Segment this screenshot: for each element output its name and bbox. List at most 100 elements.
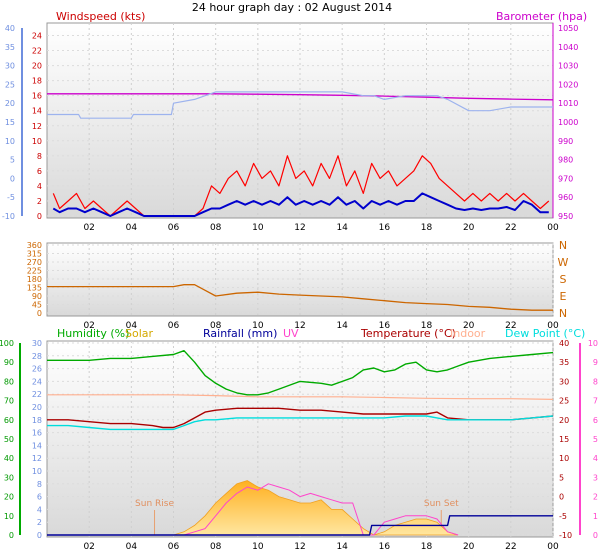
barometer-title: Barometer (hpa) [496, 10, 587, 23]
x-tick-label: 00 [547, 223, 559, 233]
compass-label: N [559, 239, 567, 252]
y-tick-label-left: 0 [37, 531, 42, 540]
y-tick-label-barometer: 1020 [558, 80, 578, 89]
y-tick-label-left: 22 [32, 390, 42, 399]
y-tick-label-humidity: 0 [9, 531, 14, 540]
y-tick-label-uv: 4 [593, 454, 598, 463]
y-tick-label-humidity: 20 [4, 493, 14, 502]
y-tick-label-left: 18 [32, 416, 42, 425]
windspeed-line [52, 155, 550, 217]
x-tick-label: 02 [83, 321, 94, 331]
x-tick-label: 04 [126, 223, 138, 233]
x-tick-label: 20 [463, 542, 475, 552]
y-tick-label-outer: 30 [5, 62, 15, 71]
y-tick-label-outer: 15 [5, 118, 15, 127]
compass-label: E [560, 290, 567, 303]
axes: 02 04 06 08 10 12 14 16 18 20 22 000246810121416182… [2, 23, 578, 233]
y-tick-label-temperature: 25 [559, 397, 569, 406]
windspeed-title: Windspeed (kts) [56, 10, 145, 23]
y-tick-label-temperature: 15 [559, 435, 569, 444]
y-tick-label-barometer: 950 [558, 212, 573, 221]
y-tick-label-direction: 90 [32, 292, 42, 301]
y-tick-label-uv: 2 [593, 493, 598, 502]
y-tick-label-left: 8 [37, 480, 42, 489]
outer-scale-line [47, 91, 553, 119]
y-tick-label-direction: 45 [32, 301, 42, 310]
x-tick-label: 02 [83, 542, 94, 552]
axes: 02 04 06 08 10 12 14 16 18 20 22 000459013518022527… [27, 239, 569, 331]
wind-direction-line [47, 284, 553, 311]
y-tick-label-humidity: 50 [4, 435, 14, 444]
x-tick-label: 12 [294, 223, 305, 233]
y-tick-label-barometer: 1040 [558, 43, 578, 52]
y-tick-label-windspeed: 8 [37, 152, 42, 161]
y-tick-label-outer: 25 [5, 80, 15, 89]
y-tick-label-outer: 40 [5, 24, 15, 33]
x-tick-label: 08 [210, 542, 222, 552]
dewpoint-line [47, 415, 554, 431]
x-tick-label: 18 [421, 321, 433, 331]
x-tick-label: 18 [421, 223, 433, 233]
legend-entry: Temperature (°C) [360, 327, 456, 340]
x-tick-label: 06 [168, 321, 180, 331]
legend-entry: Humidity (%) [57, 327, 129, 340]
x-tick-label: 10 [252, 223, 264, 233]
y-tick-label-direction: 225 [27, 267, 42, 276]
legend-entry: Dew Point (°C) [505, 327, 585, 340]
y-tick-label-humidity: 30 [4, 473, 14, 482]
legend-entry: Rainfall (mm) [203, 327, 277, 340]
y-tick-label-temperature: 40 [559, 339, 569, 348]
x-tick-label: 06 [168, 542, 180, 552]
y-tick-label-uv: 6 [593, 416, 598, 425]
y-tick-label-barometer: 990 [558, 137, 573, 146]
y-tick-label-temperature: 0 [559, 493, 564, 502]
y-tick-label-outer: 5 [10, 156, 15, 165]
y-tick-label-humidity: 80 [4, 377, 14, 386]
y-tick-label-left: 16 [32, 429, 42, 438]
barometer-line [47, 93, 554, 101]
y-tick-label-left: 24 [32, 377, 42, 386]
temperature-humidity-solar-panel: Humidity (%)Solar Rainfall (mm) UV Temperat… [0, 327, 598, 552]
x-tick-label: 20 [463, 321, 475, 331]
uv-line [152, 483, 459, 536]
y-tick-label-uv: 3 [593, 473, 598, 482]
gust-line [52, 192, 549, 217]
y-tick-label-uv: 1 [593, 512, 598, 521]
y-tick-label-windspeed: 12 [32, 122, 42, 131]
series-layer [47, 284, 553, 311]
legend-entry: Solar [125, 327, 154, 340]
x-tick-label: 12 [294, 542, 305, 552]
y-tick-label-left: 10 [32, 467, 42, 476]
rainfall-line [47, 515, 553, 536]
y-tick-label-temperature: 30 [559, 377, 569, 386]
y-tick-label-uv: 9 [593, 358, 598, 367]
x-tick-label: 22 [505, 223, 516, 233]
y-tick-label-windspeed: 10 [32, 137, 42, 146]
y-tick-label-humidity: 100 [0, 339, 14, 348]
y-tick-label-windspeed: 2 [37, 197, 42, 206]
x-tick-label: 16 [379, 542, 391, 552]
humidity-line [47, 350, 554, 396]
compass-label: W [558, 256, 569, 269]
y-tick-label-direction: 315 [27, 250, 42, 259]
y-tick-label-direction: 135 [27, 284, 42, 293]
y-tick-label-temperature: 5 [559, 473, 564, 482]
y-tick-label-uv: 7 [593, 397, 598, 406]
y-tick-label-windspeed: 14 [32, 107, 42, 116]
y-tick-label-windspeed: 4 [37, 182, 42, 191]
x-tick-label: 10 [252, 542, 264, 552]
x-tick-label: 18 [421, 542, 433, 552]
y-tick-label-outer: 10 [5, 137, 15, 146]
y-tick-label-windspeed: 0 [37, 212, 42, 221]
y-tick-label-left: 28 [32, 352, 42, 361]
y-tick-label-left: 12 [32, 454, 42, 463]
x-tick-label: 14 [336, 321, 348, 331]
graph-title: 24 hour graph day : 02 August 2014 [192, 1, 392, 14]
y-tick-label-uv: 5 [593, 435, 598, 444]
compass-label: N [559, 307, 567, 320]
legend-entry: Indoor [450, 327, 486, 340]
y-tick-label-temperature: -5 [559, 512, 567, 521]
y-tick-label-uv: 10 [588, 339, 598, 348]
x-tick-label: 20 [463, 223, 475, 233]
